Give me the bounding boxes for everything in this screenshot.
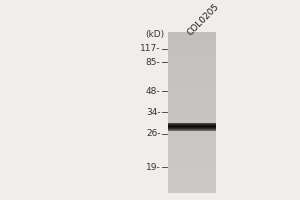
Bar: [168, 32, 216, 35]
Bar: [168, 107, 216, 110]
Bar: [168, 78, 216, 80]
Bar: [168, 123, 216, 124]
Bar: [168, 185, 216, 188]
Bar: [168, 45, 216, 48]
Bar: [168, 180, 216, 182]
Bar: [168, 61, 216, 64]
Bar: [168, 48, 216, 51]
Bar: [168, 104, 216, 107]
Bar: [168, 137, 216, 139]
Bar: [168, 37, 216, 40]
Bar: [168, 110, 216, 112]
Text: 34-: 34-: [146, 108, 160, 117]
Bar: [168, 51, 216, 53]
Bar: [168, 155, 216, 158]
Bar: [168, 64, 216, 67]
Bar: [168, 147, 216, 150]
Bar: [168, 88, 216, 91]
Bar: [168, 182, 216, 185]
Text: 26-: 26-: [146, 129, 160, 138]
Bar: [168, 96, 216, 99]
Bar: [168, 99, 216, 102]
Bar: [168, 67, 216, 70]
Bar: [168, 153, 216, 155]
Bar: [168, 126, 216, 127]
Bar: [168, 75, 216, 78]
Bar: [168, 163, 216, 166]
Bar: [168, 128, 216, 129]
Bar: [168, 123, 216, 126]
Bar: [168, 142, 216, 145]
Text: COL0205: COL0205: [186, 2, 221, 37]
Bar: [168, 139, 216, 142]
Bar: [168, 115, 216, 118]
Bar: [168, 177, 216, 180]
Bar: [168, 124, 216, 125]
Bar: [168, 118, 216, 120]
Bar: [168, 174, 216, 177]
Bar: [168, 86, 216, 88]
Text: 117-: 117-: [140, 44, 160, 53]
Bar: [168, 40, 216, 43]
Bar: [168, 80, 216, 83]
Bar: [168, 94, 216, 96]
Bar: [168, 120, 216, 123]
Bar: [168, 166, 216, 169]
Bar: [168, 150, 216, 153]
Bar: [168, 59, 216, 61]
Bar: [168, 127, 216, 128]
Bar: [168, 91, 216, 94]
Bar: [168, 43, 216, 45]
Bar: [168, 112, 216, 115]
Bar: [168, 129, 216, 130]
Bar: [168, 130, 216, 131]
Bar: [168, 129, 216, 131]
Bar: [168, 161, 216, 163]
Bar: [168, 171, 216, 174]
Bar: [168, 134, 216, 137]
Text: 48-: 48-: [146, 87, 160, 96]
Bar: [168, 35, 216, 37]
Bar: [168, 83, 216, 86]
Bar: [168, 188, 216, 190]
Bar: [168, 70, 216, 72]
Text: (kD): (kD): [145, 30, 164, 39]
Bar: [168, 125, 216, 126]
Bar: [168, 158, 216, 161]
Text: 85-: 85-: [146, 58, 160, 67]
Bar: [168, 53, 216, 56]
Bar: [168, 126, 216, 129]
Bar: [168, 131, 216, 134]
Text: 19-: 19-: [146, 163, 160, 172]
Bar: [168, 190, 216, 193]
Bar: [168, 56, 216, 59]
Bar: [168, 72, 216, 75]
Bar: [168, 145, 216, 147]
Bar: [168, 169, 216, 171]
Bar: [168, 102, 216, 104]
